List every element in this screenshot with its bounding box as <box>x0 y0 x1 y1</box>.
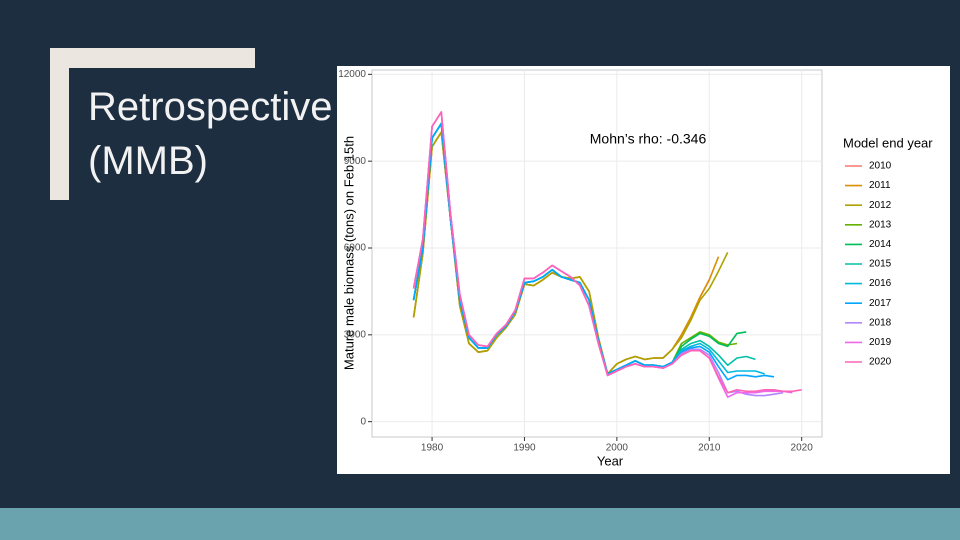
title-bracket <box>50 48 255 200</box>
legend-label: 2013 <box>869 219 892 230</box>
legend-label: 2015 <box>869 259 892 270</box>
y-tick-label: 12000 <box>338 69 366 80</box>
chart: Mohn’s rho: -0.346 Year Mature male biom… <box>338 69 933 468</box>
legend-title: Model end year <box>843 135 933 150</box>
x-tick-label: 1980 <box>421 443 444 454</box>
x-tick-label: 2020 <box>791 443 814 454</box>
y-tick-label: 3000 <box>344 329 367 340</box>
legend-label: 2016 <box>869 278 892 289</box>
series-line <box>412 111 802 394</box>
legend-label: 2014 <box>869 239 892 250</box>
legend-label: 2020 <box>869 357 892 368</box>
x-tick-label: 2010 <box>698 443 721 454</box>
x-tick-label: 2000 <box>606 443 629 454</box>
legend-label: 2012 <box>869 200 892 211</box>
footer-band <box>0 508 960 540</box>
legend-label: 2018 <box>869 317 892 328</box>
series-line <box>412 122 775 381</box>
legend-label: 2010 <box>869 161 892 172</box>
legend-label: 2011 <box>869 180 891 191</box>
x-tick-label: 1990 <box>513 443 536 454</box>
y-axis-title: Mature male biomass (tons) on Feb 15th <box>341 136 356 370</box>
series-line <box>412 131 729 375</box>
y-tick-label: 0 <box>360 416 366 427</box>
annotation: Mohn’s rho: -0.346 <box>590 131 707 147</box>
slide-title: (MMB) <box>88 139 208 183</box>
slide-title: Retrospective <box>88 85 333 129</box>
x-axis-title: Year <box>597 453 624 468</box>
y-tick-label: 9000 <box>344 156 367 167</box>
legend-label: 2019 <box>869 337 892 348</box>
legend-label: 2017 <box>869 298 892 309</box>
y-tick-label: 6000 <box>344 243 367 254</box>
